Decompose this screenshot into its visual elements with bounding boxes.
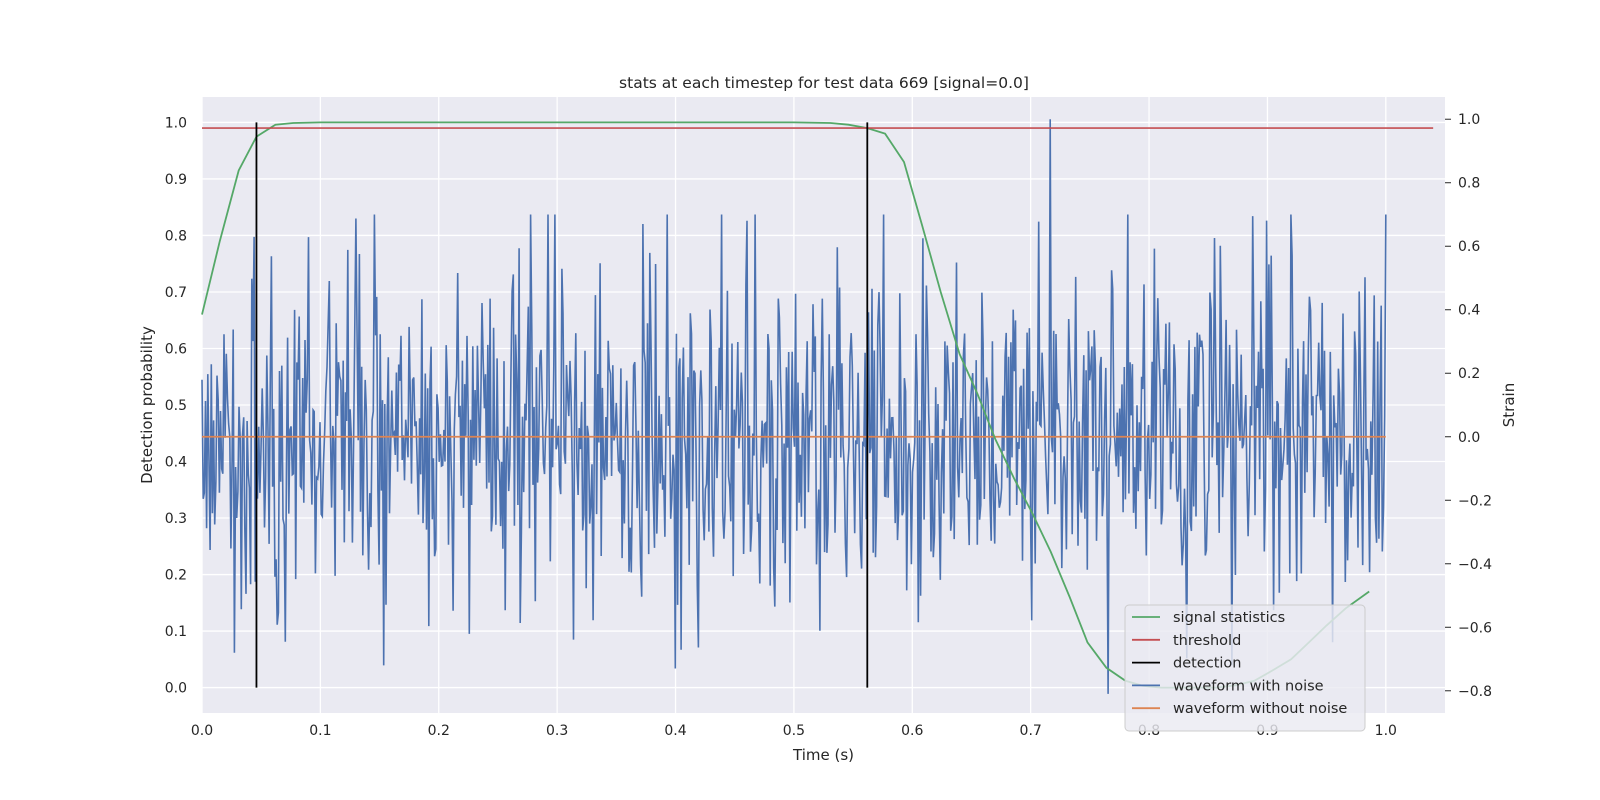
legend-box — [1124, 604, 1366, 732]
y-right-tick-label: 0.8 — [1458, 176, 1480, 192]
x-tick-label: 0.1 — [309, 723, 331, 739]
y-right-tick-label: −0.2 — [1458, 493, 1492, 509]
x-tick-label: 0.6 — [901, 723, 923, 739]
y-left-tick-label: 0.0 — [165, 681, 187, 697]
y-left-tick-label: 1.0 — [165, 115, 187, 131]
y-axis-label-left: Detection probability — [138, 326, 156, 484]
y-left-tick-label: 0.4 — [165, 455, 187, 471]
x-axis-label: Time (s) — [792, 746, 854, 764]
y-left-tick-label: 0.5 — [165, 398, 187, 414]
y-right-tick-label: 0.2 — [1458, 366, 1480, 382]
y-right-tick-label: −0.6 — [1458, 620, 1492, 636]
y-right-tick-label: −0.4 — [1458, 557, 1492, 573]
y-right-tick-label: 0.0 — [1458, 430, 1480, 446]
chart-title: stats at each timestep for test data 669… — [619, 74, 1029, 92]
legend-label: waveform without noise — [1173, 701, 1347, 717]
y-left-tick-label: 0.8 — [165, 228, 187, 244]
y-left-tick-label: 0.1 — [165, 624, 187, 640]
x-tick-label: 0.3 — [546, 723, 568, 739]
x-tick-label: 0.4 — [664, 723, 686, 739]
legend-label: signal statistics — [1173, 610, 1285, 626]
x-tick-label: 1.0 — [1375, 723, 1397, 739]
y-left-tick-label: 0.2 — [165, 568, 187, 584]
legend: signal statistics threshold detection wavef… — [1124, 604, 1366, 732]
y-right-tick-label: 0.4 — [1458, 303, 1480, 319]
tick-labels: 0.0 0.1 0.2 0.3 0.4 0.5 0.6 0.7 0.8 0.9 1.0 0.0 0.1 0… — [165, 112, 1492, 739]
y-right-tick-label: 0.6 — [1458, 239, 1480, 255]
x-tick-label: 0.2 — [428, 723, 450, 739]
legend-label: threshold — [1173, 633, 1241, 649]
legend-label: detection — [1173, 656, 1241, 672]
x-tick-label: 0.5 — [783, 723, 805, 739]
y-left-tick-label: 0.9 — [165, 172, 187, 188]
y-left-tick-label: 0.6 — [165, 341, 187, 357]
y-left-tick-label: 0.7 — [165, 285, 187, 301]
y-left-tick-label: 0.3 — [165, 511, 187, 527]
y-right-tick-label: −0.8 — [1458, 684, 1492, 700]
legend-label: waveform with noise — [1173, 678, 1324, 694]
y-axis-label-right: Strain — [1500, 383, 1518, 427]
y-right-tick-label: 1.0 — [1458, 112, 1480, 128]
x-tick-label: 0.0 — [191, 723, 213, 739]
x-tick-label: 0.7 — [1020, 723, 1042, 739]
